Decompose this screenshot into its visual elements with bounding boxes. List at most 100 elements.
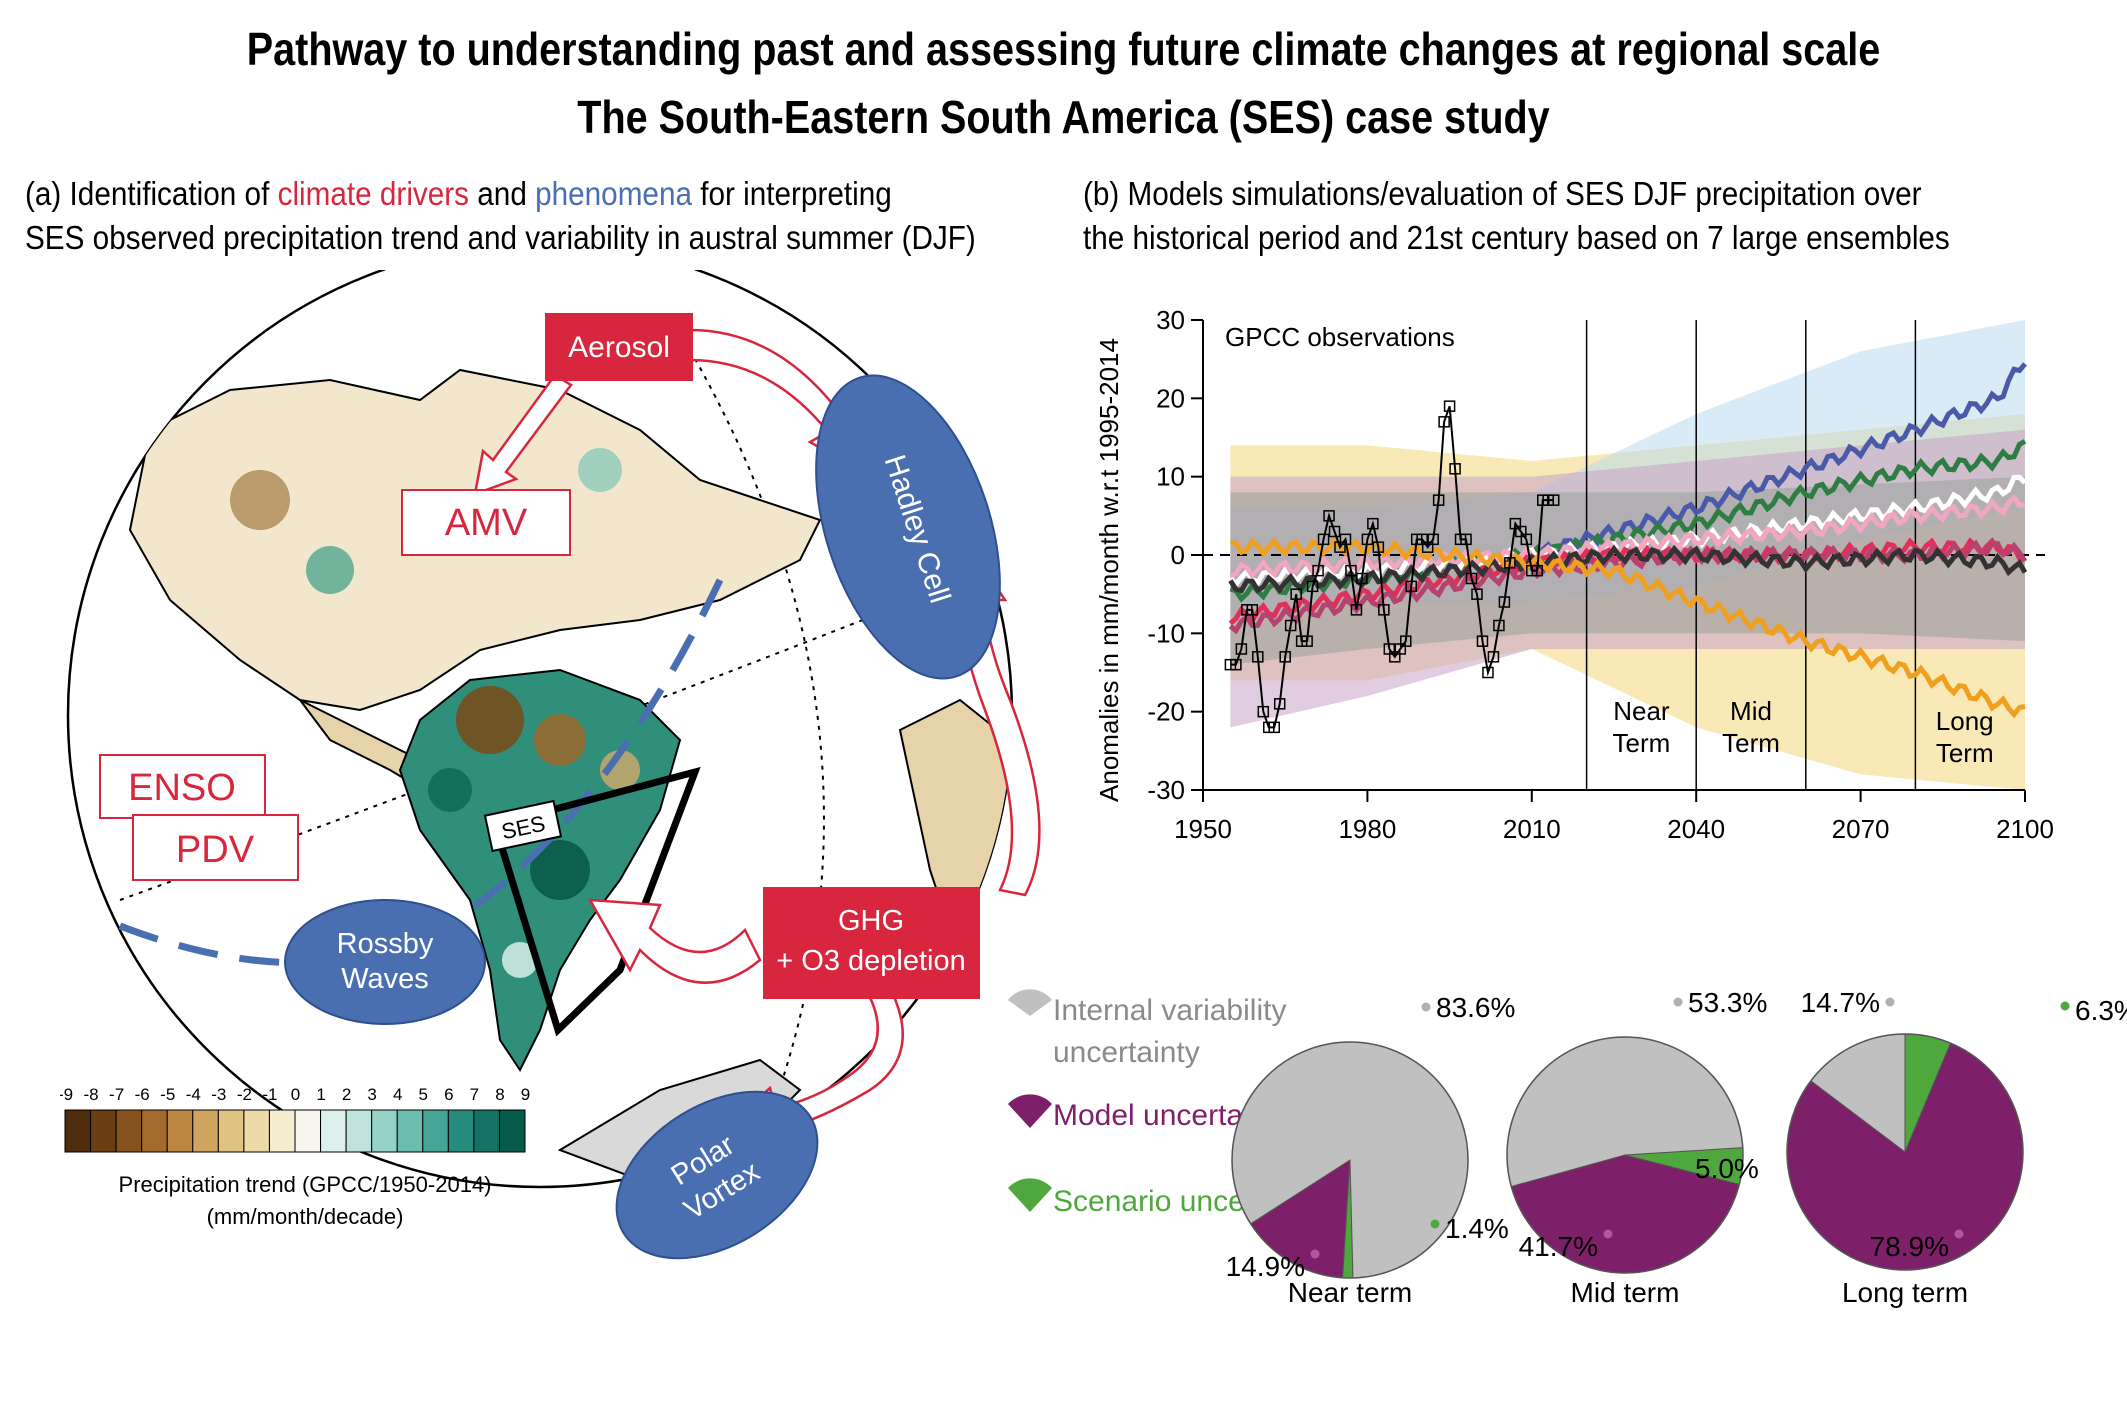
- period-label-line2: Term: [1722, 728, 1780, 758]
- y-tick-label: 20: [1156, 383, 1185, 413]
- observation-point: [1312, 564, 1324, 577]
- observation-point: [1323, 510, 1335, 522]
- observation-point: [1378, 604, 1390, 616]
- observation-point: [1504, 557, 1516, 569]
- pie-percent-label: 41.7%: [1519, 1231, 1598, 1262]
- precip-patch: [428, 768, 472, 812]
- observation-point: [1438, 416, 1450, 428]
- y-tick-label: 0: [1171, 540, 1185, 570]
- aerosol-box: [545, 313, 693, 381]
- caption-a-and: and: [469, 175, 536, 212]
- colorbar-swatch: [268, 1109, 296, 1153]
- pie-label-dot: [1885, 997, 1895, 1007]
- colorbar-tick-label: 4: [393, 1085, 402, 1104]
- colorbar-title-line1: Precipitation trend (GPCC/1950-2014): [119, 1172, 492, 1197]
- globe-map: [119, 349, 1011, 1187]
- arrow-ghg-ses: [587, 898, 762, 984]
- pdv-label: PDV: [176, 829, 255, 871]
- pdv-box: [132, 814, 299, 881]
- precip-patch: [530, 840, 590, 900]
- colorbar-tick-label: -9: [60, 1085, 73, 1104]
- pie-label-dot: [1680, 1159, 1690, 1169]
- colorbar-tick-label: 2: [342, 1085, 351, 1104]
- observation-point: [1498, 596, 1511, 608]
- pie-outline: [1231, 1041, 1469, 1279]
- rossby-label-line1: Rossby: [337, 928, 434, 960]
- colorbar-swatch: [498, 1109, 526, 1153]
- observation-point: [1427, 533, 1439, 546]
- observation-point: [1432, 494, 1445, 506]
- colorbar-tick-label: 6: [444, 1085, 453, 1104]
- colorbar-title-line2: (mm/month/decade): [207, 1204, 404, 1229]
- colorbar-swatch: [166, 1109, 194, 1153]
- observation-point: [1443, 400, 1456, 412]
- caption-a-line2: SES observed precipitation trend and var…: [25, 219, 976, 256]
- colorbar-tick-label: -3: [211, 1085, 226, 1104]
- x-tick-label: 2100: [1996, 814, 2054, 844]
- ghg-box: [763, 887, 980, 999]
- observation-point: [1465, 572, 1478, 585]
- observation-point: [1306, 580, 1319, 593]
- pie-percent-label: 6.3%: [2075, 995, 2127, 1026]
- period-label-line1: Mid: [1730, 696, 1772, 726]
- colorbar-tick-label: 1: [316, 1085, 325, 1104]
- precip-patch: [578, 448, 622, 492]
- colorbar-swatch: [320, 1109, 347, 1153]
- colorbar-swatch: [192, 1109, 219, 1153]
- gpcc-annotation: GPCC observations: [1225, 322, 1455, 352]
- colorbar-tick-label: 3: [367, 1085, 376, 1104]
- legend-model-wedge: [1008, 1094, 1052, 1128]
- precip-patch: [456, 686, 524, 754]
- colorbar-swatch: [345, 1109, 373, 1153]
- polar-vortex-ellipse: [615, 1090, 819, 1260]
- legend-internal-wedge: [1008, 989, 1052, 1016]
- observation-point: [1350, 604, 1363, 616]
- observation-point: [1301, 635, 1313, 647]
- colorbar-tick-label: 7: [470, 1085, 479, 1104]
- aerosol-label: Aerosol: [568, 331, 670, 364]
- colorbar-tick-label: -1: [262, 1085, 277, 1104]
- observation-point: [1367, 517, 1379, 530]
- legend-spacer: [1022, 1016, 1044, 1038]
- colorbar-swatch: [90, 1109, 117, 1153]
- observation-point: [1487, 651, 1500, 663]
- ses-label-box: [483, 799, 563, 853]
- observation-point: [1493, 619, 1505, 632]
- main-title-line2: The South-Eastern South America (SES) ca…: [577, 91, 1550, 143]
- colorbar-tick-label: 5: [419, 1085, 428, 1104]
- pie-title: Long term: [1842, 1277, 1968, 1308]
- observation-point: [1339, 533, 1352, 546]
- x-tick-label: 2070: [1832, 814, 1890, 844]
- period-label-line2: Term: [1613, 728, 1671, 758]
- model-series-line: [1229, 493, 2026, 580]
- panel-a-caption: (a) Identification of climate drivers an…: [25, 172, 976, 260]
- colorbar-swatch: [141, 1109, 168, 1153]
- pie-percent-label: 1.4%: [1445, 1213, 1509, 1244]
- observation-point: [1246, 604, 1259, 616]
- colorbar-tick-label: 0: [291, 1085, 300, 1104]
- y-axis-label: Anomalies in mm/month w.r.t 1995-2014: [1094, 338, 1124, 802]
- pie-label-dot: [1603, 1229, 1613, 1239]
- colorbar-swatch: [473, 1109, 500, 1153]
- caption-a-prefix: (a) Identification of: [25, 175, 278, 212]
- colorbar-tick-label: -7: [109, 1085, 124, 1104]
- caption-b-line2: the historical period and 21st century b…: [1083, 219, 1950, 256]
- rossby-label-line2: Waves: [341, 963, 429, 995]
- precip-patch: [306, 546, 354, 594]
- uncertainty-pie-charts: Internal variability uncertainty Model u…: [1008, 987, 2127, 1308]
- observation-point: [1531, 564, 1544, 577]
- observation-point: [1328, 525, 1341, 538]
- enso-box: [99, 754, 266, 819]
- caption-b-line1: (b) Models simulations/evaluation of SES…: [1083, 175, 1922, 212]
- pie-label-dot: [2060, 1001, 2070, 1011]
- x-tick-label: 2040: [1667, 814, 1725, 844]
- precip-timeseries-chart: Anomalies in mm/month w.r.t 1995-2014 GP…: [1094, 305, 2054, 844]
- observation-point: [1273, 698, 1286, 710]
- observation-point: [1317, 533, 1330, 546]
- pie-percent-label: 78.9%: [1870, 1231, 1949, 1262]
- colorbar-tick-label: -5: [160, 1085, 175, 1104]
- colorbar-swatch: [294, 1109, 322, 1153]
- observations-line: [1230, 405, 1554, 729]
- y-tick-label: 30: [1156, 305, 1185, 335]
